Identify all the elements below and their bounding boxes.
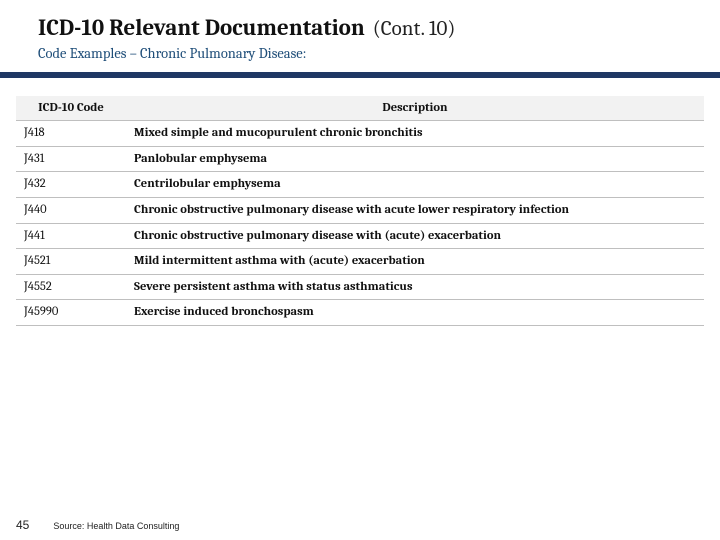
code-cell: J45990	[16, 300, 126, 326]
table-row: J432Centrilobular emphysema	[16, 172, 704, 198]
header: ICD-10 Relevant Documentation (Cont. 10)…	[0, 0, 720, 62]
description-cell: Mixed simple and mucopurulent chronic br…	[126, 121, 704, 147]
description-cell: Mild intermittent asthma with (acute) ex…	[126, 249, 704, 275]
page-subtitle: Code Examples – Chronic Pulmonary Diseas…	[38, 45, 720, 62]
page-title-continuation: (Cont. 10)	[373, 17, 456, 41]
code-table-wrap: ICD-10 Code Description J418Mixed simple…	[16, 96, 704, 326]
description-cell: Centrilobular emphysema	[126, 172, 704, 198]
table-row: J4521Mild intermittent asthma with (acut…	[16, 249, 704, 275]
table-row: J431Panlobular emphysema	[16, 146, 704, 172]
table-header-row: ICD-10 Code Description	[16, 96, 704, 121]
code-cell: J4521	[16, 249, 126, 275]
code-cell: J432	[16, 172, 126, 198]
col-header-code: ICD-10 Code	[16, 96, 126, 121]
code-table: ICD-10 Code Description J418Mixed simple…	[16, 96, 704, 326]
code-cell: J440	[16, 197, 126, 223]
table-row: J441Chronic obstructive pulmonary diseas…	[16, 223, 704, 249]
page-number: 45	[16, 518, 29, 532]
description-cell: Chronic obstructive pulmonary disease wi…	[126, 223, 704, 249]
horizontal-rule	[0, 72, 720, 78]
slide: ICD-10 Relevant Documentation (Cont. 10)…	[0, 0, 720, 540]
footer: 45 Source: Health Data Consulting	[0, 518, 720, 532]
table-row: J440Chronic obstructive pulmonary diseas…	[16, 197, 704, 223]
col-header-description: Description	[126, 96, 704, 121]
description-cell: Chronic obstructive pulmonary disease wi…	[126, 197, 704, 223]
title-line: ICD-10 Relevant Documentation (Cont. 10)	[38, 14, 720, 41]
code-cell: J441	[16, 223, 126, 249]
table-row: J4552Severe persistent asthma with statu…	[16, 274, 704, 300]
code-cell: J418	[16, 121, 126, 147]
page-title: ICD-10 Relevant Documentation	[38, 14, 365, 41]
description-cell: Severe persistent asthma with status ast…	[126, 274, 704, 300]
description-cell: Panlobular emphysema	[126, 146, 704, 172]
source-citation: Source: Health Data Consulting	[53, 521, 179, 531]
table-row: J45990Exercise induced bronchospasm	[16, 300, 704, 326]
code-cell: J4552	[16, 274, 126, 300]
description-cell: Exercise induced bronchospasm	[126, 300, 704, 326]
table-row: J418Mixed simple and mucopurulent chroni…	[16, 121, 704, 147]
code-cell: J431	[16, 146, 126, 172]
